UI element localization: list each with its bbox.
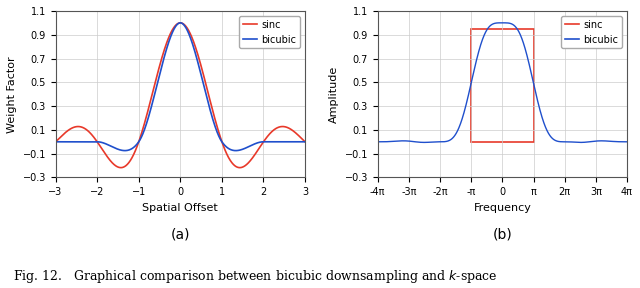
Text: Fig. 12.   Graphical comparison between bicubic downsampling and $k$-space: Fig. 12. Graphical comparison between bi… [13,268,497,285]
bicubic [301,140,309,143]
bicubic [52,140,60,143]
bicubic [95,140,102,144]
Legend: sinc, bicubic: sinc, bicubic [561,16,622,48]
sinc [95,143,102,146]
sinc [158,55,166,58]
sinc [80,126,88,130]
bicubic [147,105,155,109]
sinc [117,166,125,169]
sinc [301,140,309,143]
bicubic [158,63,166,67]
sinc [177,21,184,24]
Y-axis label: Weight Factor: Weight Factor [7,56,17,132]
Y-axis label: Amplitude: Amplitude [329,66,339,123]
bicubic [232,149,239,152]
Text: (b): (b) [492,228,512,241]
sinc [147,96,155,99]
Text: (a): (a) [171,228,190,241]
Legend: sinc, bicubic: sinc, bicubic [239,16,300,48]
bicubic [80,140,88,143]
bicubic [177,21,184,24]
Line: bicubic: bicubic [56,23,305,151]
Bar [471,29,534,142]
X-axis label: Frequency: Frequency [474,203,531,213]
bicubic [269,140,277,143]
bicubic [296,140,304,143]
sinc [269,128,277,132]
X-axis label: Spatial Offset: Spatial Offset [143,203,218,213]
Line: sinc: sinc [56,23,305,168]
sinc [296,135,304,139]
sinc [52,140,60,143]
